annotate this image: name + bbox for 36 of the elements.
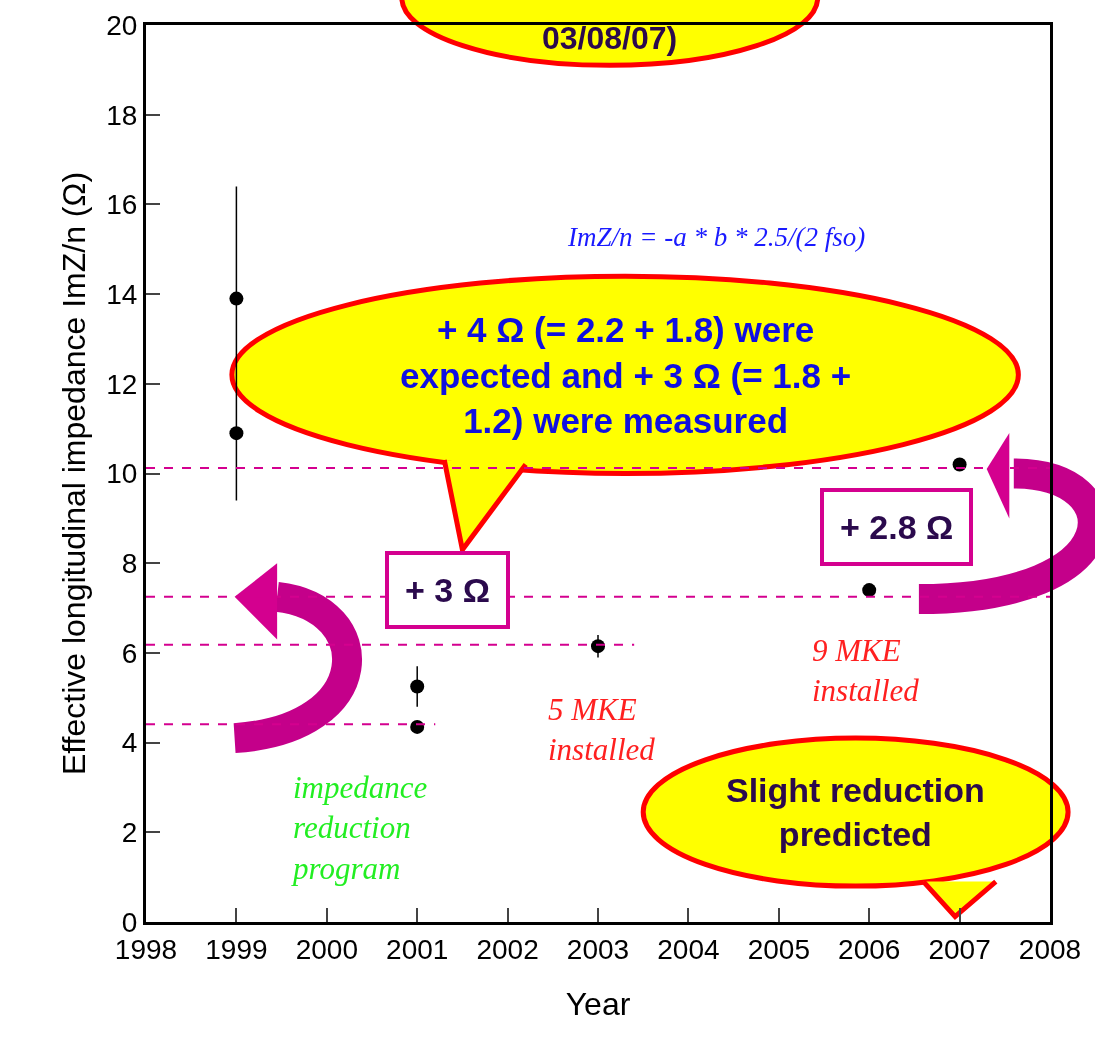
point [410,719,425,734]
x-tick-label: 2000 [295,933,358,965]
y-tick-label: 4 [121,727,138,759]
x-tick-label: 1999 [205,933,268,965]
x-tick-label: 2002 [476,933,539,965]
y-tick-label: 8 [121,548,138,579]
annotation: + 2.8 Ω [840,508,954,546]
x-tick-label: 2004 [657,933,720,965]
y-tick-label: 12 [106,368,138,400]
y-tick-label: 18 [106,99,138,131]
x-tick-label: 2008 [1018,933,1082,965]
point [229,426,244,441]
annotation: 03/08/07) [542,20,678,56]
annotation: Slight reduction predicted [726,771,985,854]
y-axis-title: Effective longitudinal impedance ImZ/n (Ω) [55,171,92,776]
point [229,291,244,306]
x-tick-label: 2003 [566,933,630,965]
x-tick-label: 2001 [386,933,449,965]
point [410,679,425,694]
point [862,583,877,598]
annotation: + 4 Ω (= 2.2 + 1.8) were expected and + 3 Ω (= 1.8 + 1.2) were measured [400,310,852,440]
annotation: ImZ/n = -a * b * 2.5/(2 fso) [567,222,866,252]
x-axis-title: Year [565,986,631,1023]
x-tick-label: 2007 [928,933,991,965]
y-tick-label: 14 [106,278,138,310]
annotation: 5 MKE installed [548,692,656,768]
annotation: 9 MKE installed [812,633,920,709]
y-tick-label: 16 [106,189,138,221]
annotation: + 3 Ω [405,571,490,609]
y-tick-label: 10 [106,458,138,490]
y-tick-label: 20 [106,9,138,41]
x-tick-label: 2006 [838,933,901,965]
annotation: impedance reduction program [291,770,428,886]
x-tick-label: 2005 [747,933,810,965]
y-tick-label: 6 [121,637,138,669]
y-tick-label: 2 [121,817,138,849]
